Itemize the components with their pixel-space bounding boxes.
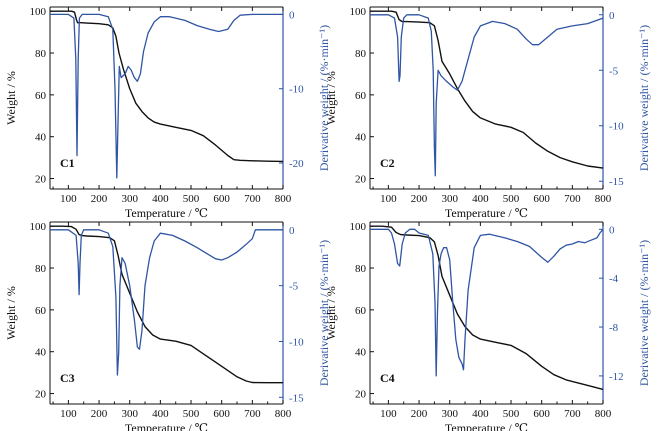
y-right-tick-label: -8 — [609, 322, 619, 334]
x-tick-label: 700 — [564, 408, 581, 420]
x-tick-label: 100 — [60, 408, 77, 420]
y-left-tick-label: 100 — [350, 221, 367, 233]
x-tick-label: 300 — [441, 408, 458, 420]
x-tick-label: 600 — [213, 408, 230, 420]
weight-curve — [370, 225, 604, 391]
y-right-tick-label: -10 — [289, 84, 304, 96]
y-right-axis-title: Derivative weight / (%·min⁻¹) — [317, 25, 331, 171]
y-left-tick-label: 60 — [355, 90, 367, 102]
x-tick-label: 400 — [152, 193, 169, 205]
y-right-tick-label: 0 — [289, 225, 295, 237]
y-right-axis-title: Derivative weight / (%·min⁻¹) — [637, 25, 651, 171]
y-left-tick-label: 20 — [355, 389, 367, 401]
chart-panel-3: 100 200 300 400 500 600 700 800 20 40 60 80 100 0 -5 -1… — [4, 221, 331, 431]
x-tick-label: 500 — [503, 408, 520, 420]
y-right-tick-label: -15 — [289, 392, 304, 404]
y-left-tick-label: 20 — [35, 389, 47, 401]
x-tick-label: 200 — [411, 193, 428, 205]
y-left-tick-label: 40 — [35, 132, 47, 144]
x-tick-label: 800 — [595, 193, 612, 205]
y-right-tick-label: -5 — [289, 281, 299, 293]
y-left-axis-title: Weight / % — [324, 286, 338, 340]
y-right-tick-label: 0 — [609, 10, 615, 22]
x-axis-title: Temperature / ℃ — [125, 421, 208, 431]
x-axis-title: Temperature / ℃ — [445, 206, 528, 220]
x-tick-label: 400 — [472, 193, 489, 205]
y-left-tick-label: 40 — [35, 347, 47, 359]
x-tick-label: 800 — [275, 193, 292, 205]
derivative-curve — [370, 228, 604, 377]
y-left-axis-title: Weight / % — [4, 286, 18, 340]
x-tick-label: 100 — [60, 193, 77, 205]
y-right-tick-label: 0 — [609, 224, 615, 236]
chart-panel-4: 100 200 300 400 500 600 700 800 20 40 60 80 100 0 -4 -8… — [324, 221, 651, 431]
panel-label: C1 — [60, 156, 75, 170]
x-tick-label: 600 — [213, 193, 230, 205]
panel-label: C3 — [60, 371, 75, 385]
y-left-tick-label: 100 — [30, 6, 47, 18]
x-tick-label: 200 — [91, 193, 108, 205]
x-tick-label: 700 — [244, 408, 261, 420]
y-left-tick-label: 60 — [35, 90, 47, 102]
y-right-tick-label: -10 — [609, 121, 624, 133]
derivative-curve — [370, 14, 604, 177]
weight-curve — [370, 10, 604, 169]
y-left-tick-label: 80 — [355, 48, 367, 60]
derivative-curve — [50, 229, 283, 376]
y-left-tick-label: 20 — [35, 174, 47, 186]
y-left-tick-label: 100 — [350, 6, 367, 18]
y-right-tick-label: -15 — [609, 176, 624, 188]
y-right-tick-label: -12 — [609, 371, 624, 383]
x-tick-label: 300 — [121, 408, 138, 420]
y-left-axis-title: Weight / % — [324, 71, 338, 125]
y-right-axis-title: Derivative weight / (%·min⁻¹) — [317, 240, 331, 386]
x-tick-label: 400 — [152, 408, 169, 420]
x-tick-label: 500 — [183, 408, 200, 420]
x-tick-label: 300 — [121, 193, 138, 205]
y-left-tick-label: 80 — [35, 263, 47, 275]
y-left-tick-label: 40 — [355, 347, 367, 359]
x-tick-label: 600 — [533, 408, 550, 420]
x-tick-label: 300 — [441, 193, 458, 205]
y-right-tick-label: -10 — [289, 336, 304, 348]
y-right-axis-title: Derivative weight / (%·min⁻¹) — [637, 240, 651, 386]
weight-curve — [50, 10, 284, 163]
x-axis-title: Temperature / ℃ — [125, 206, 208, 220]
x-tick-label: 700 — [564, 193, 581, 205]
x-tick-label: 100 — [380, 193, 397, 205]
y-left-tick-label: 20 — [355, 174, 367, 186]
x-tick-label: 500 — [183, 193, 200, 205]
x-tick-label: 200 — [411, 408, 428, 420]
x-tick-label: 700 — [244, 193, 261, 205]
y-left-tick-label: 80 — [355, 263, 367, 275]
x-axis-title: Temperature / ℃ — [445, 421, 528, 431]
x-tick-label: 100 — [380, 408, 397, 420]
y-left-tick-label: 80 — [35, 48, 47, 60]
x-tick-label: 600 — [533, 193, 550, 205]
y-right-tick-label: -5 — [609, 65, 619, 77]
derivative-curve — [50, 13, 283, 179]
chart-panel-1: 100 200 300 400 500 600 700 800 20 40 60 80 100 0 -10 -… — [4, 6, 331, 220]
y-left-tick-label: 100 — [30, 221, 47, 233]
x-tick-label: 800 — [275, 408, 292, 420]
y-right-tick-label: 0 — [289, 9, 295, 21]
y-left-tick-label: 60 — [355, 305, 367, 317]
weight-curve — [50, 225, 283, 384]
x-tick-label: 500 — [503, 193, 520, 205]
y-left-axis-title: Weight / % — [4, 71, 18, 125]
x-tick-label: 200 — [91, 408, 108, 420]
y-right-tick-label: -20 — [289, 158, 304, 170]
chart-panel-2: 100 200 300 400 500 600 700 800 20 40 60 80 100 0 -5 -1… — [324, 6, 651, 220]
x-tick-label: 800 — [595, 408, 612, 420]
y-right-tick-label: -4 — [609, 273, 619, 285]
panel-label: C4 — [380, 371, 395, 385]
x-tick-label: 400 — [472, 408, 489, 420]
y-left-tick-label: 40 — [355, 132, 367, 144]
y-left-tick-label: 60 — [35, 305, 47, 317]
panel-label: C2 — [380, 156, 395, 170]
